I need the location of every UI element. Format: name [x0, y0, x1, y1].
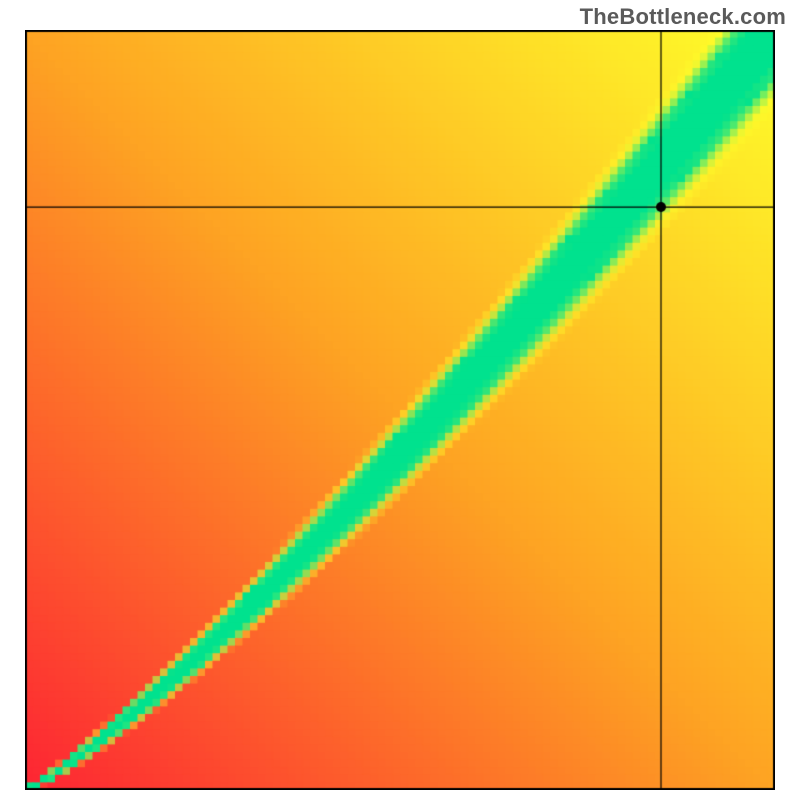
- bottleneck-heatmap: [25, 30, 775, 790]
- watermark-text: TheBottleneck.com: [580, 4, 786, 30]
